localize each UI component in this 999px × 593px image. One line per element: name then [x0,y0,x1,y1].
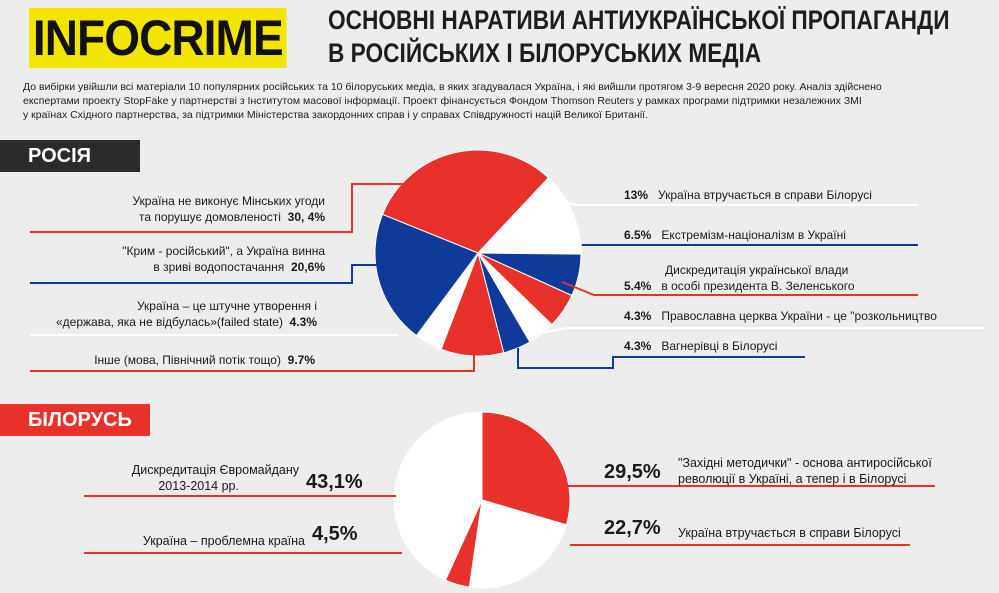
by-value-western-methods: 29,5% [604,461,661,483]
ru-value-failed-state: 4.3% [289,315,317,329]
ru-value-zelensky: 5.4% [624,279,652,293]
by-value-euromaidan: 43,1% [306,471,363,493]
ru-leader-church [539,327,985,334]
ru-label-extremism: 6.5% Екстремізм-націоналізм в Україні [624,228,846,242]
section-label-belarus: БІЛОРУСЬ [0,404,150,436]
intro-text: До вибірки увійшли всі матеріали 10 попу… [23,80,993,122]
by-slice-3 [393,411,483,581]
ru-label-zelensky: Дискредитація української влади 5.4% в о… [624,263,855,293]
ru-label-failed-state: Україна – це штучне утворення і «держава… [55,299,317,329]
ru-leader-belarus-interference [544,194,918,206]
logo-infocrime: INFOCRIME [29,8,287,68]
by-slice-0 [481,411,571,526]
ru-slice-1 [476,177,582,255]
ru-label-church: 4.3% Православна церква України - це "ро… [624,309,937,323]
ru-leader-other [30,354,475,372]
ru-value-other: 9.7% [287,353,315,367]
by-label-problem-country: Україна – проблемна країна [142,534,305,548]
ru-slice-0 [381,149,550,254]
intro-line-3: у країнах Східного партнерства, за підтр… [23,109,648,121]
by-value-problem-country: 4,5% [312,523,358,545]
ru-value-belarus-interference: 13% [624,188,649,202]
by-label-belarus-interference: Україна втручається в справи Білорусі [678,526,901,540]
intro-line-2: експертами проекту StopFake у партнерств… [23,95,862,107]
by-label-euromaidan: Дискредитація Євромайдану 2013-2014 рр. [131,463,299,493]
by-value-belarus-interference: 22,7% [604,517,661,539]
pie-belarus [393,411,571,589]
intro-line-1: До вибірки увійшли всі матеріали 10 попу… [23,81,882,93]
pie-russia [374,149,582,357]
ru-label-wagner: 4.3% Вагнерівці в Білорусі [624,339,778,353]
ru-value-wagner: 4.3% [624,339,652,353]
ru-slice-8 [374,213,479,337]
ru-label-crimea: "Крим - російський", а Україна винна в з… [122,244,325,274]
page-title: ОСНОВНІ НАРАТИВИ АНТИУКРАЇНСЬКОЇ ПРОПАГА… [328,4,950,70]
title-line-1: ОСНОВНІ НАРАТИВИ АНТИУКРАЇНСЬКОЇ ПРОПАГА… [328,5,950,35]
section-label-russia: РОСІЯ [0,140,140,172]
leader-lines [30,183,985,554]
ru-value-church: 4.3% [624,309,652,323]
ru-label-other: Інше (мова, Північний потік тощо) 9.7% [94,353,315,367]
ru-leader-zelensky [561,281,918,296]
title-line-2: В РОСІЙСЬКИХ І БІЛОРУСЬКИХ МЕДІА [328,38,762,68]
ru-value-minsk: 30, 4% [287,210,325,224]
ru-label-minsk: Україна не виконує Мінських угоди та пор… [132,194,325,224]
ru-label-belarus-interference: 13% Україна втручається в справи Білорус… [624,188,872,202]
ru-value-extremism: 6.5% [624,228,652,242]
by-label-western-methods: "Західні методички" - основа антиросійсь… [678,456,932,486]
by-slice-1 [468,499,568,589]
ru-leader-crimea [30,264,390,284]
ru-leader-wagner [517,348,805,369]
ru-value-crimea: 20,6% [290,260,325,274]
ru-leader-minsk [30,183,455,233]
